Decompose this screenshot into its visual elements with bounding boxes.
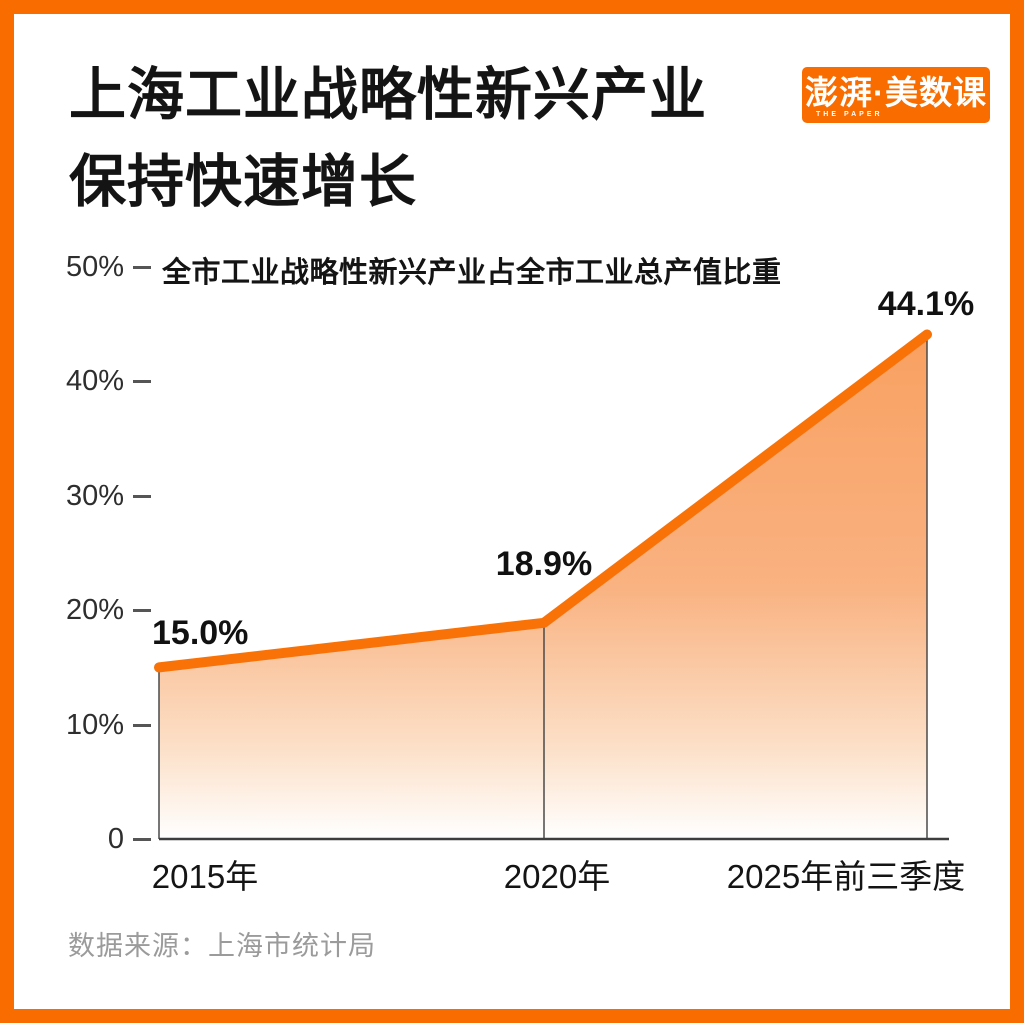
y-tick-0: 0 — [14, 823, 151, 855]
tick-dash — [133, 837, 151, 841]
y-tick-label: 50% — [65, 250, 124, 283]
tick-dash — [133, 608, 151, 612]
logo-text: 澎湃·美数课 — [805, 73, 987, 111]
y-tick-20: 20% — [14, 594, 151, 626]
y-tick-label: 10% — [65, 708, 124, 741]
y-tick-30: 30% — [14, 480, 151, 512]
tick-dash — [133, 494, 151, 498]
y-tick-label: 30% — [65, 479, 124, 512]
page-title: 上海工业战略性新兴产业 保持快速增长 — [69, 52, 707, 225]
x-label-2015: 2015年 — [151, 858, 259, 895]
x-label-2020: 2020年 — [503, 858, 611, 895]
area-chart — [154, 329, 949, 841]
data-label-2015: 15.0% — [152, 614, 249, 652]
y-tick-40: 40% — [14, 365, 151, 397]
tick-dash — [133, 723, 151, 727]
title-line-1: 上海工业战略性新兴产业 — [69, 63, 707, 127]
area-fill — [159, 334, 927, 839]
data-source: 数据来源：上海市统计局 — [68, 931, 376, 961]
y-tick-50: 50% — [14, 251, 151, 283]
trend-line — [154, 329, 932, 673]
y-tick-label: 0 — [107, 822, 124, 855]
chart-subtitle: 全市工业战略性新兴产业占全市工业总产值比重 — [162, 257, 782, 289]
x-label-2025: 2025年前三季度 — [726, 858, 966, 895]
data-label-2020: 18.9% — [495, 545, 593, 583]
logo-subtext: THE PAPER — [816, 111, 883, 118]
y-tick-10: 10% — [14, 709, 151, 741]
publisher-logo: 澎湃·美数课 THE PAPER — [802, 67, 990, 123]
title-line-2: 保持快速增长 — [69, 149, 417, 214]
data-label-2025: 44.1% — [877, 285, 975, 323]
y-tick-label: 20% — [65, 593, 124, 626]
y-tick-label: 40% — [65, 364, 124, 397]
tick-dash — [133, 265, 151, 269]
tick-dash — [133, 379, 151, 383]
